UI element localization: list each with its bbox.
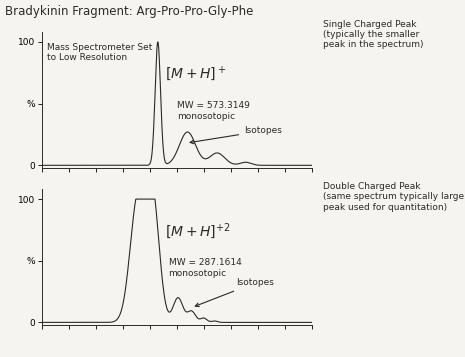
Text: Single Charged Peak
(typically the smaller
peak in the spectrum): Single Charged Peak (typically the small… <box>323 20 424 49</box>
Text: MW = 287.1614
monosotopic: MW = 287.1614 monosotopic <box>169 258 241 278</box>
Text: Bradykinin Fragment: Arg-Pro-Pro-Gly-Phe: Bradykinin Fragment: Arg-Pro-Pro-Gly-Phe <box>5 5 253 18</box>
Text: Isotopes: Isotopes <box>195 278 274 307</box>
Text: MW = 573.3149
monosotopic: MW = 573.3149 monosotopic <box>177 101 250 121</box>
Text: Double Charged Peak
(same spectrum typically larger
peak used for quantitation): Double Charged Peak (same spectrum typic… <box>323 182 465 212</box>
Text: Mass Spectrometer Set
to Low Resolution: Mass Spectrometer Set to Low Resolution <box>46 43 152 62</box>
Text: Isotopes: Isotopes <box>190 126 282 144</box>
Text: $[M+H]^+$: $[M+H]^+$ <box>165 64 226 83</box>
Text: $[M+H]^{+2}$: $[M+H]^{+2}$ <box>165 221 230 241</box>
